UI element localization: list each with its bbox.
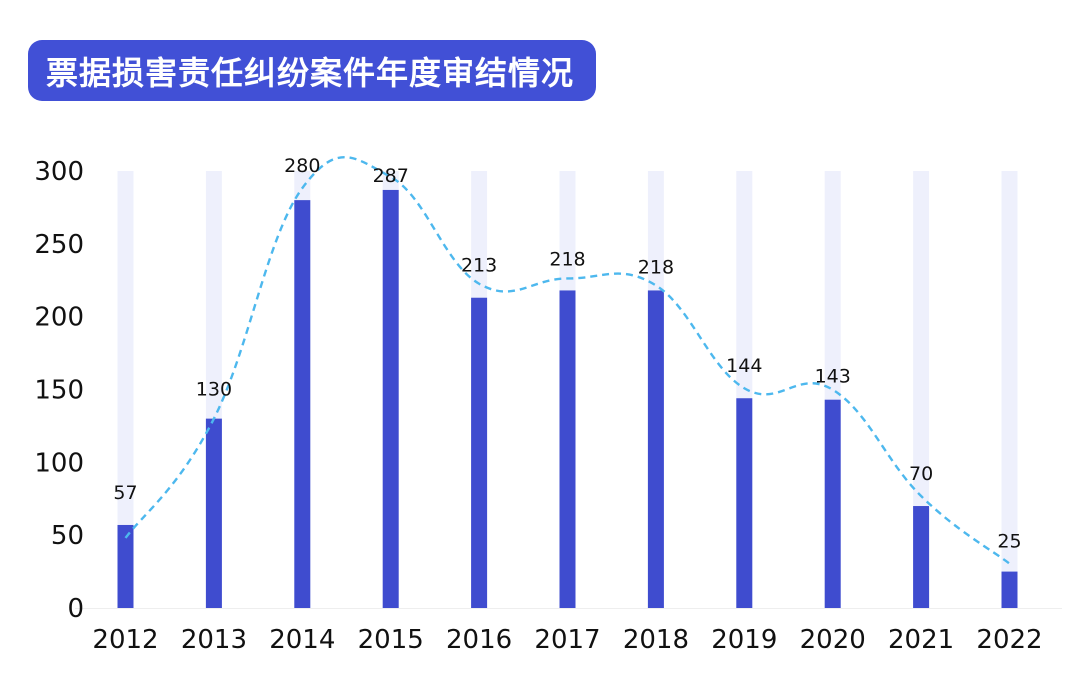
- x-tick-label: 2014: [269, 625, 335, 655]
- bar: [205, 418, 222, 608]
- data-label: 287: [373, 165, 409, 187]
- bar: [824, 399, 841, 608]
- data-label: 144: [726, 355, 762, 377]
- x-tick-label: 2022: [976, 625, 1042, 655]
- x-axis: 2012 2013 2014 2015 2016 2017 2018 2019 2020 2021…: [92, 625, 1042, 655]
- bar: [913, 506, 930, 608]
- x-tick-label: 2021: [888, 625, 954, 655]
- data-label: 280: [284, 155, 320, 177]
- data-label: 57: [113, 482, 137, 504]
- data-label: 218: [549, 248, 585, 270]
- y-tick-label: 300: [34, 157, 84, 187]
- data-label: 218: [638, 256, 674, 278]
- x-tick-label: 2017: [534, 625, 600, 655]
- data-label: 25: [997, 531, 1021, 553]
- bars: [117, 189, 1018, 609]
- bar: [294, 200, 311, 608]
- x-tick-label: 2020: [800, 625, 866, 655]
- y-tick-label: 50: [51, 521, 84, 551]
- x-tick-label: 2013: [181, 625, 247, 655]
- x-tick-label: 2016: [446, 625, 512, 655]
- y-tick-label: 150: [34, 376, 84, 406]
- y-tick-label: 250: [34, 230, 84, 260]
- x-tick-label: 2012: [92, 625, 158, 655]
- bar: [736, 398, 753, 608]
- y-tick-label: 0: [67, 594, 84, 624]
- chart-title-badge: 票据损害责任纠纷案件年度审结情况: [28, 40, 597, 101]
- bar-track: [913, 171, 930, 608]
- bar: [117, 524, 134, 608]
- data-label: 143: [815, 366, 851, 388]
- bar-track: [1001, 171, 1018, 608]
- x-tick-label: 2018: [623, 625, 689, 655]
- bar: [647, 290, 664, 608]
- data-label: 213: [461, 255, 497, 277]
- bar: [559, 290, 576, 608]
- x-tick-label: 2015: [358, 625, 424, 655]
- bar: [471, 297, 488, 608]
- bar: [382, 189, 399, 609]
- bar: [1001, 571, 1018, 608]
- y-axis: 0 50 100 150 200 250 300: [34, 157, 84, 624]
- x-tick-label: 2019: [711, 625, 777, 655]
- y-tick-label: 100: [34, 448, 84, 478]
- bar-track: [117, 171, 134, 608]
- y-tick-label: 200: [34, 303, 84, 333]
- chart-title: 票据损害责任纠纷案件年度审结情况: [46, 53, 575, 92]
- data-label: 70: [909, 463, 933, 485]
- data-label: 130: [196, 379, 232, 401]
- trend-line: [124, 156, 1011, 565]
- data-labels: 57 130 280 287 213 218 218 144 143 70 25: [113, 155, 1021, 552]
